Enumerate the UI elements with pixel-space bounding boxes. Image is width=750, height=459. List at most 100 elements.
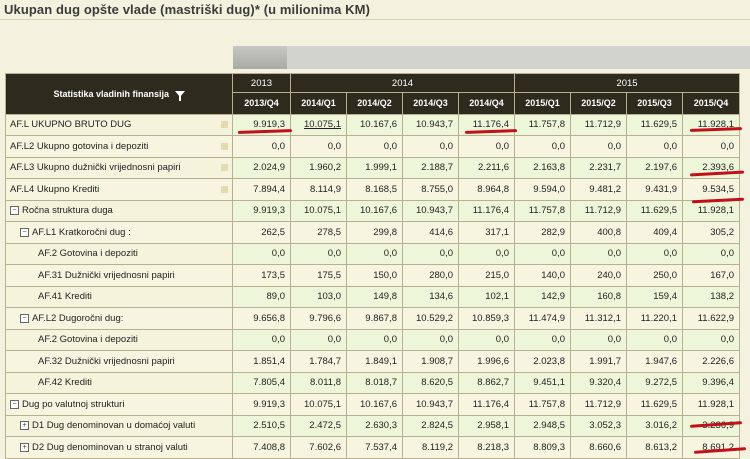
value-cell: 10.529,2 — [402, 307, 459, 330]
value-cell: 0,0 — [232, 135, 291, 158]
cell-value: 0,0 — [327, 334, 341, 346]
period-header[interactable]: 2015/Q3 — [626, 92, 683, 115]
value-cell: 8.809,3 — [514, 436, 571, 459]
cell-value: 11.474,9 — [528, 312, 565, 324]
cell-value: 1.851,4 — [253, 355, 285, 367]
period-header[interactable]: 2015/Q1 — [514, 92, 571, 115]
table-row: AF.31 Dužnički vrijednosni papiri 173,5 17… — [5, 264, 740, 287]
period-header[interactable]: 2014/Q2 — [346, 92, 403, 115]
value-cell: 0,0 — [570, 328, 627, 351]
value-cell: 8.660,6 — [570, 436, 627, 459]
cell-value: 8.168,5 — [365, 183, 397, 195]
value-cell: 9.451,1 — [514, 371, 571, 394]
funnel-icon[interactable] — [174, 91, 185, 102]
period-header[interactable]: 2015/Q4 — [682, 92, 740, 115]
stub-header[interactable]: Statistika vladinih finansija — [5, 73, 233, 115]
row-label-text: AF.31 Dužnički vrijednosni papiri — [38, 269, 175, 281]
value-cell: 0,0 — [626, 135, 683, 158]
cell-value: 149,8 — [373, 291, 397, 303]
scrollbar-thumb[interactable] — [233, 46, 287, 69]
cell-value: 150,0 — [373, 269, 397, 281]
cell-value: 0,0 — [607, 140, 621, 152]
value-cell: 173,5 — [232, 264, 291, 287]
cell-value: 10.075,1 — [304, 398, 341, 410]
value-cell: 0,0 — [290, 135, 347, 158]
cell-value: 409,4 — [653, 226, 677, 238]
value-cell: 1.996,6 — [458, 350, 515, 373]
value-cell: 11.622,9 — [682, 307, 740, 330]
value-cell: 8.018,7 — [346, 371, 403, 394]
period-header[interactable]: 2014/Q1 — [290, 92, 347, 115]
cell-value: 11.629,5 — [640, 119, 677, 131]
cell-value: 9.867,8 — [365, 312, 397, 324]
cell-value: 11.757,8 — [528, 205, 565, 217]
cell-value: 8.018,7 — [365, 377, 397, 389]
cell-value: 11.622,9 — [697, 312, 734, 324]
value-cell: 10.075,1 — [290, 393, 347, 416]
value-cell: 0,0 — [458, 135, 515, 158]
row-label-text: AF.42 Krediti — [38, 377, 92, 389]
value-cell: 7.408,8 — [232, 436, 291, 459]
row-label: AF.32 Dužnički vrijednosni papiri — [5, 350, 233, 373]
data-table: Statistika vladinih finansija 2013 2014 … — [5, 73, 740, 459]
cell-value: 3.052,3 — [589, 420, 621, 432]
cell-value: 2.226,6 — [702, 355, 734, 367]
cell-value: 0,0 — [439, 140, 453, 152]
collapse-icon[interactable]: − — [20, 227, 29, 237]
cell-value: 11.712,9 — [584, 119, 621, 131]
value-cell: 11.712,9 — [570, 113, 627, 136]
table-row: AF.L2 Ukupno gotovina i depoziti 0,0 0,0 0,… — [5, 135, 740, 158]
expand-icon[interactable]: + — [20, 442, 29, 452]
cell-value: 10.859,3 — [472, 312, 509, 324]
collapse-icon[interactable]: − — [20, 313, 29, 323]
row-info-icon[interactable] — [221, 142, 228, 150]
value-cell: 9.534,5 — [682, 178, 740, 201]
cell-value: 305,2 — [710, 226, 734, 238]
expand-icon[interactable]: + — [20, 421, 29, 431]
cell-value: 299,8 — [373, 226, 397, 238]
cell-value: 9.594,0 — [533, 183, 565, 195]
period-header[interactable]: 2014/Q4 — [458, 92, 515, 115]
table-row: AF.L4 Ukupno Krediti 7.894,4 8.114,9 8.168,… — [5, 178, 740, 201]
cell-value: 0,0 — [495, 248, 509, 260]
value-cell: 8.119,2 — [402, 436, 459, 459]
table-row: AF.2 Gotovina i depoziti 0,0 0,0 0,0 0,0 0,0 0… — [5, 328, 740, 351]
row-label-text: AF.L2 Dugoročni dug: — [32, 312, 124, 324]
horizontal-scrollbar[interactable] — [233, 46, 750, 69]
cell-value: 9.919,3 — [253, 205, 285, 217]
row-info-icon[interactable] — [221, 185, 228, 193]
table-row: − Ročna struktura duga 9.919,3 10.075,1 10.1… — [5, 199, 740, 222]
cell-value: 8.660,6 — [589, 441, 621, 453]
cell-value: 134,6 — [429, 291, 453, 303]
cell-value: 0,0 — [551, 140, 565, 152]
cell-value: 278,5 — [317, 226, 341, 238]
collapse-icon[interactable]: − — [10, 206, 19, 216]
row-label: AF.L UKUPNO BRUTO DUG — [5, 113, 233, 136]
cell-value: 8.620,5 — [421, 377, 453, 389]
cell-value: 2.163,8 — [533, 162, 565, 174]
collapse-icon[interactable]: − — [10, 399, 19, 409]
value-cell: 7.805,4 — [232, 371, 291, 394]
value-cell: 89,0 — [232, 285, 291, 308]
value-cell: 3.052,3 — [570, 414, 627, 437]
value-cell: 1.849,1 — [346, 350, 403, 373]
cell-value: 282,9 — [541, 226, 565, 238]
cell-value: 0,0 — [327, 140, 341, 152]
cell-value: 10.529,2 — [416, 312, 453, 324]
row-label: AF.L4 Ukupno Krediti — [5, 178, 233, 201]
cell-value: 11.220,1 — [640, 312, 677, 324]
title-divider — [0, 19, 750, 20]
cell-value: 9.396,4 — [702, 377, 734, 389]
row-info-icon[interactable] — [221, 121, 228, 129]
row-info-icon[interactable] — [221, 164, 228, 172]
cell-value: 9.656,8 — [253, 312, 285, 324]
cell-value: 8.613,2 — [645, 441, 677, 453]
row-label: AF.L2 Ukupno gotovina i depoziti — [5, 135, 233, 158]
value-cell: 9.431,9 — [626, 178, 683, 201]
cell-value: 2.197,6 — [645, 162, 677, 174]
period-header[interactable]: 2015/Q2 — [570, 92, 627, 115]
period-header[interactable]: 2013/Q4 — [232, 92, 291, 115]
value-cell: 150,0 — [346, 264, 403, 287]
value-cell: 317,1 — [458, 221, 515, 244]
period-header[interactable]: 2014/Q3 — [402, 92, 459, 115]
